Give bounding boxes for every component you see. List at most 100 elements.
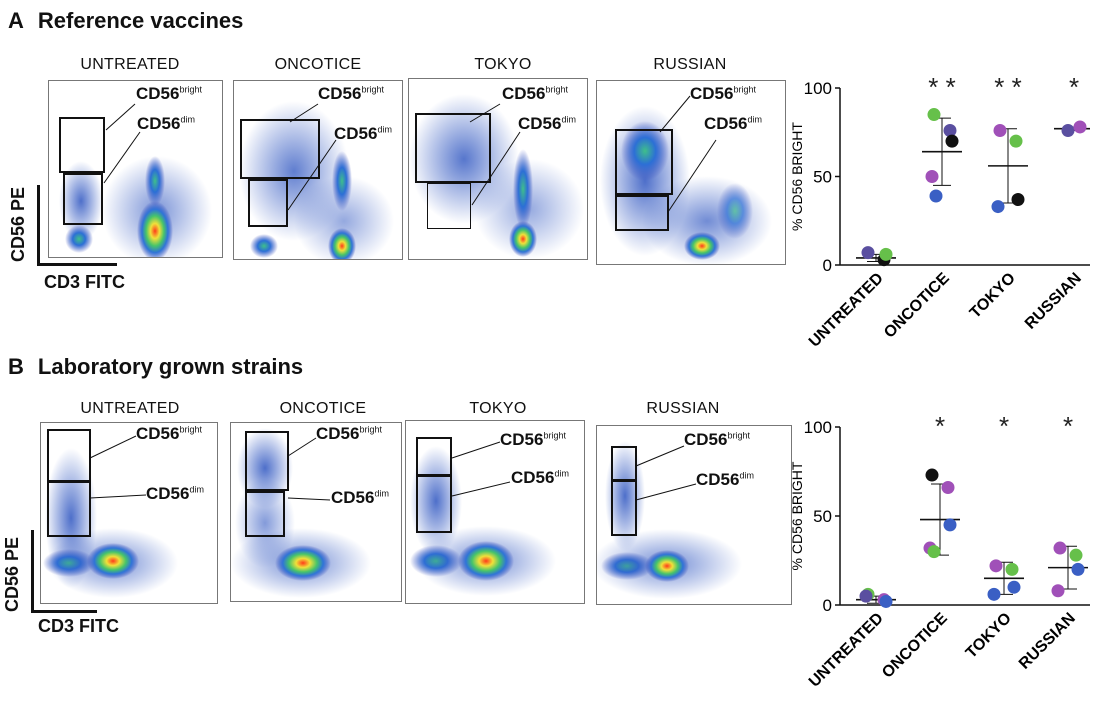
condition-label: TOKYO xyxy=(474,56,532,73)
gate-label-sup: dim xyxy=(561,114,576,125)
density-plot xyxy=(59,156,212,257)
facs-plot-tokyo xyxy=(405,420,585,604)
gate-label-sup: bright xyxy=(543,430,566,441)
gate-label-text: CD56 xyxy=(518,114,562,133)
y-axis-bar xyxy=(37,185,40,265)
gate-label-dim: CD56dim xyxy=(511,468,569,488)
y-tick-label: 100 xyxy=(804,418,832,437)
condition-label: RUSSIAN xyxy=(646,400,720,417)
data-point xyxy=(991,200,1005,214)
gate-label-bright: CD56bright xyxy=(136,84,202,104)
data-point xyxy=(861,246,875,260)
gate-label-sup: dim xyxy=(180,114,195,125)
density-plot xyxy=(410,446,556,596)
panel-title-text: Reference vaccines xyxy=(37,8,244,33)
data-point xyxy=(989,559,1003,573)
x-tick-label: RUSSIAN xyxy=(1022,270,1085,333)
gate-label-sup: dim xyxy=(377,124,392,135)
facs-plot-russian xyxy=(596,80,786,265)
data-point xyxy=(1061,123,1075,137)
gate-divider xyxy=(416,474,452,477)
gate-label-bright: CD56bright xyxy=(136,424,202,444)
y-tick-label: 50 xyxy=(813,168,832,187)
x-tick-label: TOKYO xyxy=(963,610,1015,662)
gate-bright xyxy=(615,129,673,195)
gate-dim xyxy=(63,173,103,225)
data-point xyxy=(1071,562,1085,576)
facs-plot-untreated xyxy=(48,80,223,258)
gate-bright xyxy=(59,117,105,173)
gate-label-bright: CD56bright xyxy=(690,84,756,104)
data-point xyxy=(1069,548,1083,562)
gate-bright xyxy=(415,113,491,183)
gate-dim xyxy=(615,195,669,231)
scatter-chart-a: 0 50 100 % CD56 BRIGHT UNTREATED * * ONCOTICE *… xyxy=(789,72,1090,351)
gate-label-dim: CD56dim xyxy=(146,484,204,504)
x-tick-label: RUSSIAN xyxy=(1016,610,1079,673)
data-point xyxy=(859,589,873,603)
data-point xyxy=(945,134,959,148)
x-tick-label: TOKYO xyxy=(967,270,1019,322)
gate-label-sup: dim xyxy=(189,484,204,495)
gate-label-bright: CD56bright xyxy=(318,84,384,104)
gate-label-bright: CD56bright xyxy=(500,430,566,450)
data-point xyxy=(927,545,941,559)
x-tick-label: ONCOTICE xyxy=(881,270,953,342)
data-point xyxy=(1009,134,1023,148)
gate-leader-lines xyxy=(103,95,717,213)
condition-label: ONCOTICE xyxy=(274,56,362,73)
y-tick-label: 0 xyxy=(823,596,832,615)
data-point xyxy=(879,594,893,608)
gate-label-sup: bright xyxy=(733,84,756,95)
data-point xyxy=(879,247,893,261)
y-tick-label: 50 xyxy=(813,507,832,526)
gate-label-dim: CD56dim xyxy=(696,470,754,490)
density-plot xyxy=(43,448,178,598)
gate-label-text: CD56 xyxy=(502,84,546,103)
gate-label-text: CD56 xyxy=(146,484,190,503)
condition-label: UNTREATED xyxy=(80,56,180,73)
gate-label-sup: dim xyxy=(374,488,389,499)
significance-marker: * xyxy=(1069,72,1079,102)
gate-label-bright: CD56bright xyxy=(684,430,750,450)
data-point xyxy=(927,108,941,122)
panel-title-text: Laboratory grown strains xyxy=(37,354,304,379)
gate-label-text: CD56 xyxy=(318,84,362,103)
y-tick-label: 0 xyxy=(823,256,832,275)
data-point xyxy=(1007,580,1021,594)
data-point xyxy=(1011,193,1025,207)
data-point xyxy=(925,170,939,183)
gate-label-text: CD56 xyxy=(696,470,740,489)
data-point xyxy=(925,468,939,482)
data-point xyxy=(943,123,957,137)
gate-label-bright: CD56bright xyxy=(316,424,382,444)
condition-label: TOKYO xyxy=(469,400,527,417)
gate-label-text: CD56 xyxy=(331,488,375,507)
data-point xyxy=(1053,541,1067,555)
facs-plot-oncotice xyxy=(233,80,403,260)
data-point xyxy=(929,189,943,203)
significance-marker: * xyxy=(999,411,1009,441)
gate-label-text: CD56 xyxy=(511,468,555,487)
gate-label-dim: CD56dim xyxy=(331,488,389,508)
density-plot xyxy=(231,428,371,598)
data-point xyxy=(1051,584,1065,598)
panel-a-title: A Reference vaccines xyxy=(8,8,243,34)
gate-bright xyxy=(240,119,320,179)
gate-leader-lines xyxy=(89,435,697,501)
y-tick-label: 100 xyxy=(804,79,832,98)
data-point xyxy=(993,123,1007,137)
gate-label-text: CD56 xyxy=(316,424,360,443)
condition-label: UNTREATED xyxy=(80,400,180,417)
density-plot xyxy=(409,94,584,259)
gate-label-sup: bright xyxy=(727,430,750,441)
significance-marker: * xyxy=(935,411,945,441)
data-point xyxy=(1073,120,1087,134)
gate-label-sup: dim xyxy=(747,114,762,125)
gate-label-text: CD56 xyxy=(136,424,180,443)
gate-label-text: CD56 xyxy=(137,114,181,133)
gate-label-text: CD56 xyxy=(704,114,748,133)
gate-label-sup: bright xyxy=(179,84,202,95)
x-tick-label: UNTREATED xyxy=(806,270,887,351)
facs-plot-untreated xyxy=(40,422,218,604)
